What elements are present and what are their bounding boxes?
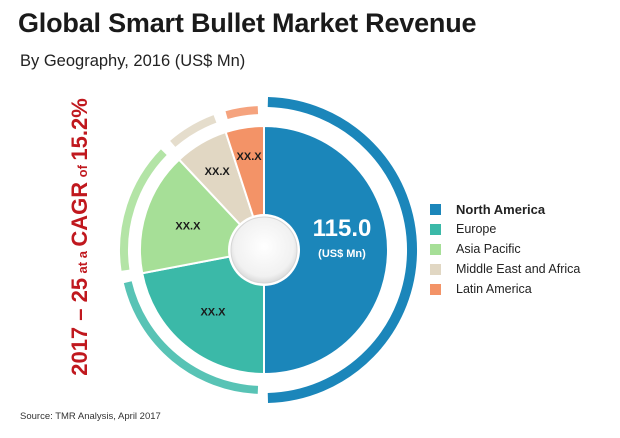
legend-swatch [430,243,441,255]
slice-label-latin-america: XX.X [237,151,263,163]
chart-legend: North America Europe Asia Pacific Middle… [430,199,580,299]
legend-swatch [430,263,441,275]
slice-north-america [263,124,389,376]
legend-item-middle-east-and-africa: Middle East and Africa [430,259,580,279]
slice-europe [141,248,265,376]
legend-swatch [430,283,441,295]
legend-label: North America [456,201,546,217]
center-hole [230,216,298,284]
ring-arc-europe [123,281,259,394]
legend-label: Middle East and Africa [456,262,581,276]
legend-item-asia-pacific: Asia Pacific [430,239,580,259]
legend-item-europe: Europe [430,219,580,239]
legend-label: Asia Pacific [456,242,521,256]
legend-item-latin-america: Latin America [430,279,580,299]
ring-arc-middle-east-and-africa [170,115,217,147]
source-note: Source: TMR Analysis, April 2017 [20,411,161,422]
ring-arc-north-america [267,97,418,403]
legend-item-north-america: North America [430,199,580,219]
legend-swatch [430,223,441,235]
center-unit: (US$ Mn) [318,248,366,260]
chart-title: Global Smart Bullet Market Revenue [18,8,477,38]
center-value: 115.0 [313,215,372,242]
legend-swatch [430,203,441,215]
ring-arc-latin-america [225,106,259,119]
chart-subtitle: By Geography, 2016 (US$ Mn) [20,52,246,70]
legend-label: Latin America [456,282,532,296]
legend-label: Europe [456,222,497,236]
slice-label-europe: XX.X [200,307,226,319]
slice-label-asia-pacific: XX.X [175,220,201,232]
ring-arc-asia-pacific [120,149,167,271]
slice-label-middle-east-and-africa: XX.X [205,166,231,178]
